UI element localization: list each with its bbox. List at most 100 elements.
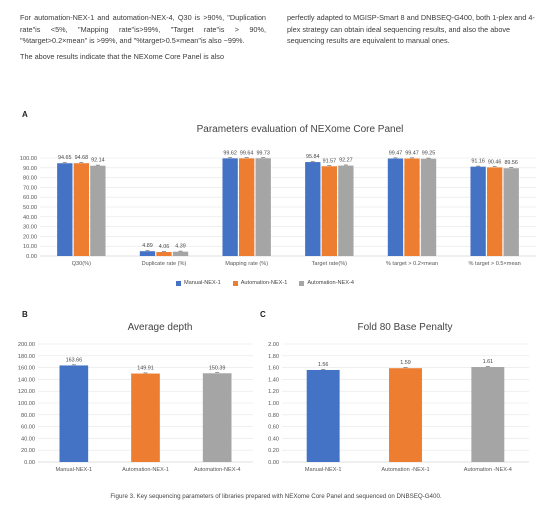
chart-c-ytick-label: 1.60	[268, 366, 279, 372]
chart-b-xtick-label: Manual-NEX-1	[55, 467, 92, 473]
chart-c-ytick-label: 1.80	[268, 354, 279, 360]
intro-paragraph-right: perfectly adapted to MGISP-Smart 8 and D…	[287, 13, 535, 46]
legend-item-auto1: Automation-NEX-1	[232, 280, 288, 286]
chart-b-ytick-label: 200.00	[18, 342, 35, 348]
legend-swatch-auto4	[299, 280, 305, 286]
chart-c-ytick-label: 0.80	[268, 413, 279, 419]
chart-c-xtick-label: Manual-NEX-1	[305, 467, 342, 473]
chart-c-ytick-label: 1.20	[268, 389, 279, 395]
chart-b-bar	[202, 373, 232, 462]
chart-a-data-label: 99.47	[405, 151, 419, 157]
chart-b-title: Average depth	[127, 322, 193, 333]
chart-a-bar	[57, 163, 73, 256]
chart-a-ytick-label: 90.00	[23, 166, 37, 172]
panel-letter-a: A	[22, 110, 28, 119]
chart-a-bar	[222, 158, 238, 256]
chart-c-data-label: 1.56	[318, 362, 329, 368]
chart-a-xtick-label: Target rate(%)	[312, 261, 348, 267]
chart-a-data-label: 94.65	[58, 155, 72, 161]
chart-a-data-label: 91.57	[323, 158, 337, 164]
legend-item-auto4: Automation-NEX-4	[299, 280, 354, 286]
chart-c-title: Fold 80 Base Penalty	[357, 322, 453, 333]
chart-c-bar	[471, 367, 505, 462]
chart-c-ytick-label: 0.40	[268, 436, 279, 442]
chart-b-data-label: 163.66	[66, 357, 83, 363]
chart-a-data-label: 4.39	[175, 244, 186, 250]
chart-a-data-label: 95.84	[306, 154, 320, 160]
chart-c-data-label: 1.61	[483, 359, 494, 365]
chart-a-data-label: 90.46	[488, 159, 502, 165]
chart-c-ytick-label: 1.00	[268, 401, 279, 407]
panel-letter-b: B	[22, 310, 28, 319]
chart-b-bar	[59, 365, 89, 462]
chart-a-ytick-label: 20.00	[23, 234, 37, 240]
chart-a-legend: Manual-NEX-1 Automation-NEX-1 Automation…	[176, 280, 366, 286]
chart-a-data-label: 94.68	[75, 155, 89, 161]
panel-letter-c: C	[260, 310, 266, 319]
legend-label-auto1: Automation-NEX-1	[240, 280, 288, 286]
chart-a-ytick-label: 70.00	[23, 185, 37, 191]
chart-a-data-label: 99.47	[389, 151, 403, 157]
chart-a-bar	[420, 158, 437, 256]
chart-b-ytick-label: 40.00	[21, 436, 35, 442]
chart-c-ytick-label: 1.40	[268, 377, 279, 383]
chart-a-bar	[470, 166, 486, 256]
chart-a-bar	[139, 251, 156, 256]
intro-paragraph-2: The above results indicate that the NEXo…	[20, 51, 225, 61]
chart-a-data-label: 4.89	[142, 243, 153, 249]
chart-a-bar	[172, 251, 189, 256]
chart-b-xtick-label: Automation-NEX-1	[122, 467, 169, 473]
chart-a-bar	[156, 252, 172, 256]
legend-item-manual: Manual-NEX-1	[176, 280, 221, 286]
intro-right-column: perfectly adapted to MGISP-Smart 8 and D…	[287, 12, 537, 47]
chart-c-bar	[389, 368, 422, 462]
figure-caption: Figure 3. Key sequencing parameters of l…	[110, 493, 442, 500]
chart-a-ytick-label: 80.00	[23, 176, 37, 182]
chart-a-data-label: 92.27	[339, 158, 353, 164]
chart-a-bar	[338, 165, 354, 256]
chart-b-ytick-label: 100.00	[18, 401, 35, 407]
chart-c-ytick-label: 2.00	[268, 342, 279, 348]
legend-label-auto4: Automation-NEX-4	[307, 280, 354, 286]
chart-c-xtick-label: Automation -NEX-4	[464, 467, 512, 473]
chart-b-ytick-label: 80.00	[21, 413, 35, 419]
chart-a-ytick-label: 0.00	[26, 254, 37, 260]
intro-left-column: For automation-NEX-1 and automation-NEX-…	[20, 12, 266, 62]
chart-a-data-label: 99.25	[422, 151, 436, 157]
chart-c-ytick-label: 0.00	[268, 460, 279, 466]
chart-b-ytick-label: 60.00	[21, 425, 35, 431]
chart-a-data-label: 99.62	[223, 150, 237, 156]
chart-c-bar	[306, 369, 340, 462]
chart-a-data-label: 89.56	[504, 160, 518, 166]
chart-b-bar	[131, 373, 160, 462]
chart-a-data-label: 4.06	[159, 244, 170, 250]
chart-a-bar	[73, 163, 89, 256]
legend-swatch-manual	[176, 280, 181, 286]
chart-a-bar	[503, 168, 519, 256]
chart-a-xtick-label: Mapping rate (%)	[225, 261, 268, 267]
legend-swatch-auto1	[232, 280, 238, 286]
chart-a-data-label: 99.73	[256, 150, 270, 156]
chart-b-xtick-label: Automation-NEX-4	[194, 467, 241, 473]
chart-b-ytick-label: 160.00	[18, 366, 35, 372]
chart-a-ytick-label: 50.00	[23, 205, 37, 211]
chart-a-bar	[90, 165, 106, 256]
chart-b-ytick-label: 120.00	[18, 389, 35, 395]
chart-b-data-label: 150.39	[209, 365, 226, 371]
chart-a-ytick-label: 30.00	[23, 225, 37, 231]
chart-a-ytick-label: 60.00	[23, 195, 37, 201]
chart-a-xtick-label: % target > 0.5×mean	[469, 261, 521, 267]
chart-c-xtick-label: Automation -NEX-1	[381, 467, 429, 473]
intro-paragraph-1: For automation-NEX-1 and automation-NEX-…	[20, 13, 266, 46]
chart-a-xtick-label: Duplicate rate (%)	[142, 261, 187, 267]
chart-a-bar	[404, 158, 420, 256]
chart-a-bar	[321, 166, 337, 256]
chart-c-data-label: 1.59	[400, 360, 411, 366]
chart-a-xtick-label: Q30(%)	[72, 261, 91, 267]
chart-b-ytick-label: 140.00	[18, 377, 35, 383]
chart-a-bar	[255, 158, 271, 256]
chart-b-data-label: 149.91	[137, 366, 154, 372]
chart-b-ytick-label: 0.00	[24, 460, 35, 466]
chart-a-bar	[239, 158, 255, 256]
